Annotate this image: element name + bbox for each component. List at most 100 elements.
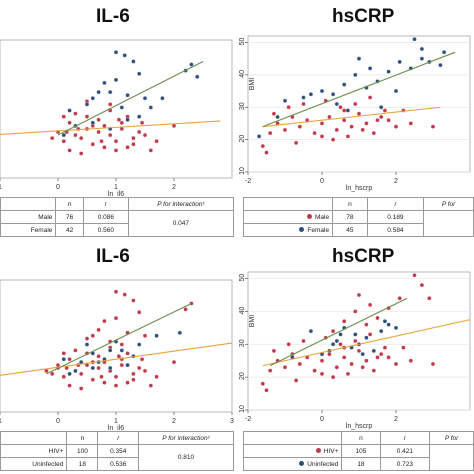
fit-line: [57, 60, 204, 136]
scatter-point: [102, 145, 107, 150]
scatter-point: [397, 59, 402, 65]
scatter-point: [271, 348, 277, 354]
scatter-point: [360, 351, 365, 357]
scatter-point: [330, 374, 336, 380]
x-axis-label: ln_il6: [108, 191, 124, 198]
y-tick-label: 20: [239, 372, 246, 380]
scatter-point: [67, 357, 72, 362]
scatter-point: [345, 108, 351, 113]
scatter-point: [334, 101, 339, 107]
scatter-point: [125, 362, 130, 368]
stats-table: n r P for interaction¹ Male 76 0.086 0.0…: [0, 197, 235, 237]
scatter-point: [419, 56, 425, 61]
scatter-point: [84, 336, 90, 341]
scatter-point: [177, 330, 182, 335]
scatter-point: [412, 37, 417, 42]
x-tick-label: 1: [0, 184, 2, 191]
scatter-point: [319, 371, 325, 377]
scatter-point: [308, 92, 314, 97]
scatter-point: [113, 315, 119, 321]
y-tick-label: 10: [239, 405, 246, 413]
x-axis-label: ln_il6: [108, 425, 124, 432]
scatter-point: [360, 365, 365, 370]
scatter-point: [67, 108, 72, 113]
series-dot: [307, 214, 312, 220]
plot-area: [247, 271, 471, 411]
scatter-point: [131, 298, 136, 303]
scatter-point: [119, 362, 124, 368]
scatter-point: [61, 114, 66, 119]
cell-r: 0.584: [366, 223, 425, 237]
scatter-point: [96, 89, 101, 95]
scatter-point: [73, 132, 78, 138]
scatter-point: [349, 124, 354, 129]
scatter-point: [297, 124, 302, 129]
scatter-point: [268, 130, 273, 136]
series-dot: [299, 227, 305, 233]
y-tick-label: 50: [239, 37, 246, 45]
scatter-point: [345, 134, 351, 139]
scatter-point: [375, 118, 380, 123]
row-label: Uninfected: [242, 457, 343, 471]
scatter-point: [195, 74, 200, 79]
scatter-point: [102, 80, 107, 86]
scatter-point: [113, 139, 119, 144]
scatter-point: [90, 333, 95, 338]
scatter-point: [393, 325, 399, 331]
scatter-point: [96, 354, 101, 359]
x-tick-label: 3: [230, 418, 234, 425]
cell-n: 42: [55, 223, 84, 237]
scatter-point: [386, 69, 391, 74]
scatter-point: [108, 89, 113, 95]
scatter-point: [67, 120, 72, 125]
scatter-point: [382, 108, 388, 113]
scatter-point: [73, 368, 78, 374]
series-dot: [299, 461, 305, 467]
scatter-point: [131, 135, 136, 141]
panel-title: hsCRP: [332, 6, 395, 27]
cell-r: 0.560: [82, 223, 129, 237]
scatter-point: [367, 302, 373, 308]
scatter-point: [393, 88, 399, 94]
scatter-point: [430, 124, 436, 129]
scatter-point: [408, 121, 413, 126]
scatter-point: [275, 114, 280, 120]
row-label: Uninfected: [0, 457, 68, 471]
scatter-point: [393, 124, 399, 129]
scatter-point: [171, 359, 177, 365]
scatter-point: [330, 328, 336, 334]
scatter-point: [401, 345, 406, 350]
x-tick-label: 0: [320, 178, 324, 185]
scatter-point: [122, 292, 127, 297]
scatter-point: [142, 96, 148, 101]
scatter-point: [108, 102, 113, 107]
scatter-point: [84, 114, 90, 119]
fit-line: [262, 319, 471, 367]
scatter-point: [345, 371, 351, 377]
row-label: Female: [0, 223, 57, 237]
scatter-point: [160, 96, 165, 101]
scatter-point: [139, 120, 145, 125]
scatter-point: [96, 327, 101, 333]
scatter-point: [90, 96, 95, 101]
scatter-point: [293, 378, 299, 383]
scatter-point: [419, 282, 425, 288]
scatter-point: [312, 130, 317, 136]
scatter-point: [282, 127, 288, 133]
scatter-point: [367, 332, 373, 337]
scatter-point: [367, 95, 373, 100]
series-dot: [315, 448, 321, 454]
scatter-point: [338, 342, 343, 347]
cell-p: 0.810: [138, 444, 234, 471]
scatter-point: [67, 383, 72, 388]
scatter-point: [356, 56, 362, 61]
scatter-point: [301, 101, 306, 107]
scatter-point: [137, 129, 142, 135]
scatter-point: [113, 374, 119, 379]
scatter-point: [154, 374, 159, 379]
scatter-point: [154, 139, 159, 144]
cell-r: 0.536: [97, 457, 140, 471]
scatter-point: [73, 111, 78, 116]
scatter-point: [319, 121, 325, 126]
scatter-point: [61, 357, 66, 362]
